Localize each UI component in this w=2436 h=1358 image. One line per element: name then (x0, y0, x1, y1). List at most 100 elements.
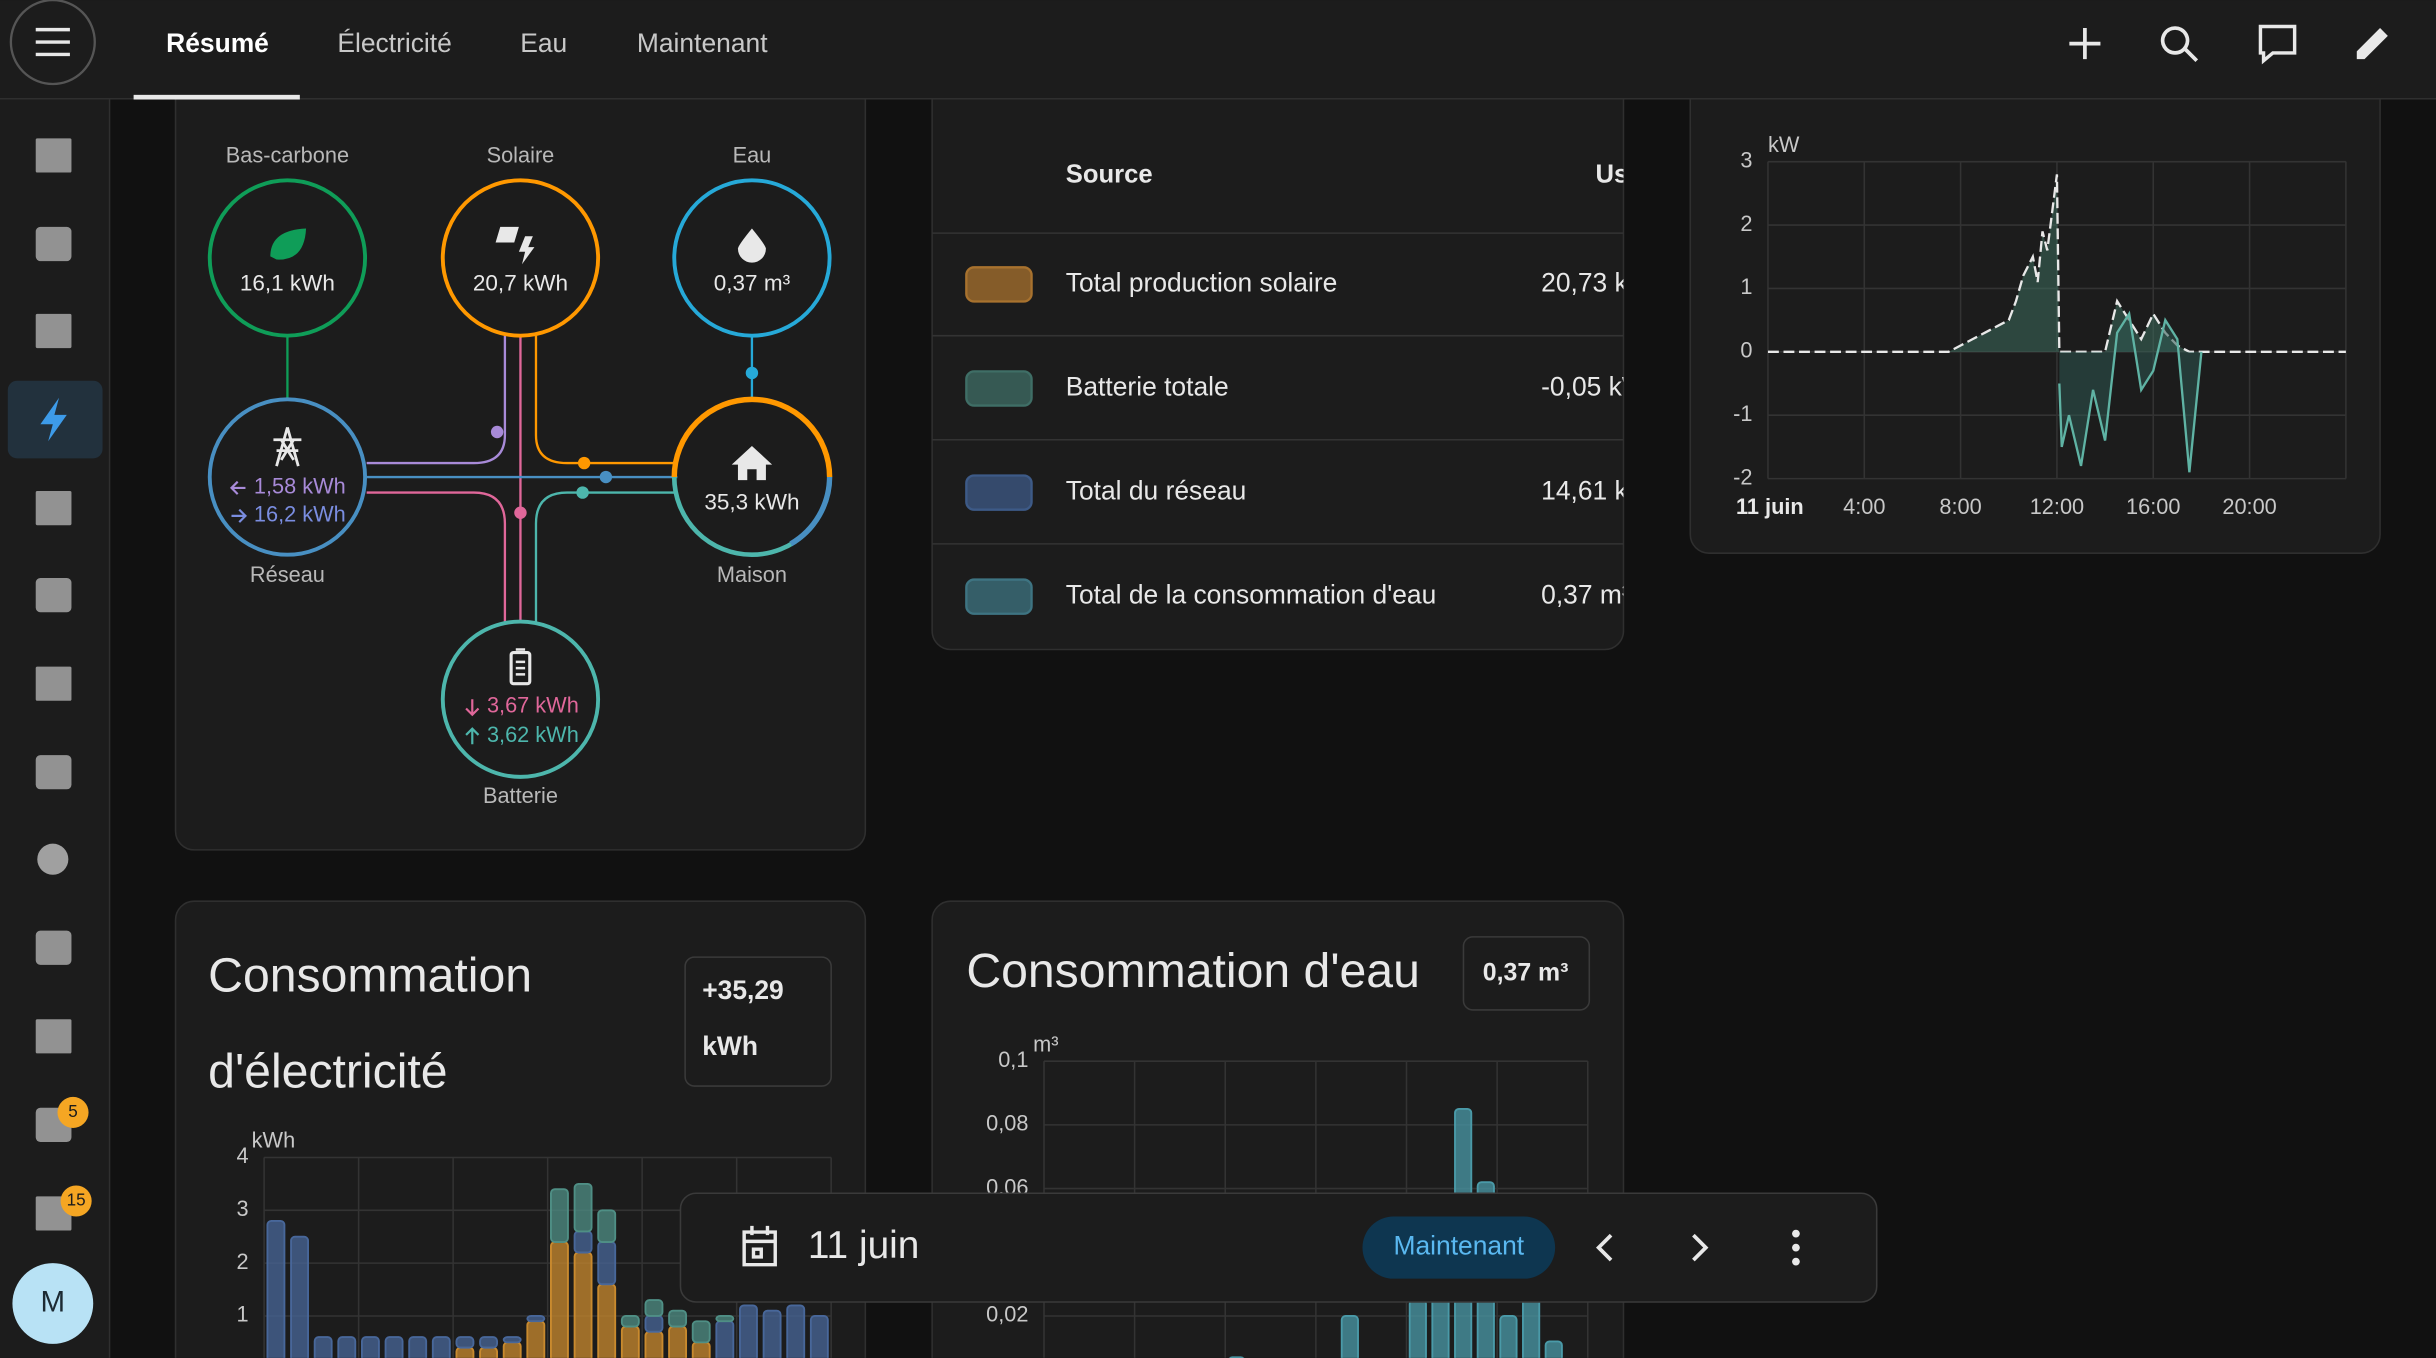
calendar-icon[interactable] (742, 1225, 777, 1267)
low-carbon-node (207, 178, 368, 338)
nav-item[interactable] (35, 666, 72, 701)
nav-icon (35, 1019, 72, 1054)
nav-item[interactable] (40, 397, 67, 442)
bar (786, 1304, 806, 1358)
nav-tab[interactable]: Électricité (337, 28, 451, 58)
nav-item[interactable] (35, 226, 72, 262)
more-button[interactable] (1792, 1257, 1800, 1266)
avatar[interactable] (12, 1263, 94, 1344)
tower-icon (273, 426, 302, 467)
bar (644, 1299, 664, 1317)
bar (526, 1320, 546, 1358)
menu-button[interactable] (9, 0, 96, 86)
bar (573, 1251, 593, 1358)
nav-item[interactable] (35, 1019, 72, 1054)
source-name: Total production solaire (1066, 267, 1338, 297)
nav-item[interactable] (37, 843, 69, 875)
y-axis-unit: m³ (1033, 1031, 1058, 1056)
bar (620, 1315, 640, 1328)
nav-item[interactable] (35, 755, 72, 790)
bar (479, 1336, 499, 1349)
bar (455, 1336, 475, 1349)
sources-card (931, 97, 1625, 651)
total-value: +35,29 kWh (702, 975, 784, 1062)
battery-icon (509, 651, 532, 686)
badge-count: 15 (67, 1191, 86, 1210)
source-swatch (965, 266, 1033, 303)
bar (691, 1341, 711, 1358)
bar (479, 1346, 499, 1358)
y-tick-label: -1 (1733, 401, 1752, 426)
x-tick-label: 20:00 (2222, 494, 2276, 519)
y-tick-label: 1 (236, 1302, 248, 1327)
flow-dot (490, 425, 504, 439)
x-tick-label: 4:00 (1843, 494, 1885, 519)
source-value: 0,37 m³ (1541, 580, 1631, 610)
bar (597, 1283, 617, 1358)
bar (739, 1304, 758, 1358)
source-swatch (965, 370, 1033, 407)
line-series (2058, 310, 2203, 473)
add-button[interactable] (2069, 28, 2101, 60)
assist-button[interactable] (2258, 24, 2297, 65)
grid-node (207, 397, 368, 557)
x-tick-label: 12:00 (2030, 494, 2084, 519)
nav-icon (35, 138, 72, 173)
edit-button[interactable] (2356, 28, 2388, 60)
solar-icon (495, 226, 535, 265)
battery-icon-lines (515, 648, 526, 676)
bar (597, 1241, 617, 1286)
now-button[interactable] (1362, 1216, 1556, 1279)
battery-node (440, 619, 601, 779)
node-label: Batterie (483, 783, 558, 808)
next-button[interactable] (1692, 1233, 1709, 1262)
bar (691, 1320, 711, 1344)
prev-button[interactable] (1595, 1233, 1613, 1262)
drop-icon (737, 228, 766, 263)
nav-tab[interactable]: Maintenant (637, 28, 768, 58)
nav-item[interactable] (35, 578, 72, 613)
bar (455, 1346, 475, 1358)
nav-tab[interactable]: Eau (520, 28, 567, 58)
bar (644, 1330, 664, 1358)
nav-item[interactable] (35, 313, 72, 349)
flow-grid-battery (366, 491, 507, 622)
arrow-icon (231, 508, 248, 523)
node-label: Solaire (487, 143, 555, 168)
more-button[interactable] (1792, 1229, 1800, 1238)
more-button[interactable] (1792, 1243, 1800, 1252)
nav-item[interactable] (35, 930, 72, 965)
bar (1408, 1299, 1427, 1358)
bar (550, 1188, 569, 1243)
badge-count: 5 (68, 1102, 78, 1121)
line-series (1767, 174, 2346, 353)
flow-dot (577, 456, 591, 470)
card-title: Consommation d'eau (966, 944, 1420, 998)
bar (762, 1309, 782, 1358)
source-name: Batterie totale (1066, 371, 1229, 401)
bar (360, 1336, 380, 1358)
nav-tab[interactable]: Résumé (166, 28, 269, 58)
y-tick-label: 2 (1740, 211, 1752, 236)
flow-dot (745, 366, 759, 380)
bar (431, 1336, 451, 1358)
source-swatch (965, 578, 1033, 615)
nav-icon (37, 843, 69, 875)
search-button[interactable] (2160, 26, 2199, 62)
x-tick-label: 11 juin (1736, 494, 1804, 519)
home-node-grid (789, 476, 833, 547)
nav-icon (35, 666, 72, 701)
nav-item[interactable] (35, 138, 72, 173)
y-tick-label: 0,02 (986, 1302, 1028, 1327)
node-value: 35,3 kWh (704, 489, 799, 514)
x-tick-label: 16:00 (2126, 494, 2180, 519)
home-node-solar (671, 396, 833, 478)
y-tick-label: 1 (1740, 274, 1752, 299)
nav-icon (35, 313, 72, 349)
y-axis-unit: kW (1768, 132, 1800, 157)
line-area (2059, 313, 2202, 473)
y-tick-label: 0,08 (986, 1111, 1028, 1136)
nav-item[interactable] (35, 491, 72, 526)
sources-table: Source Usage Total production solaire 20,73… (932, 160, 1631, 615)
